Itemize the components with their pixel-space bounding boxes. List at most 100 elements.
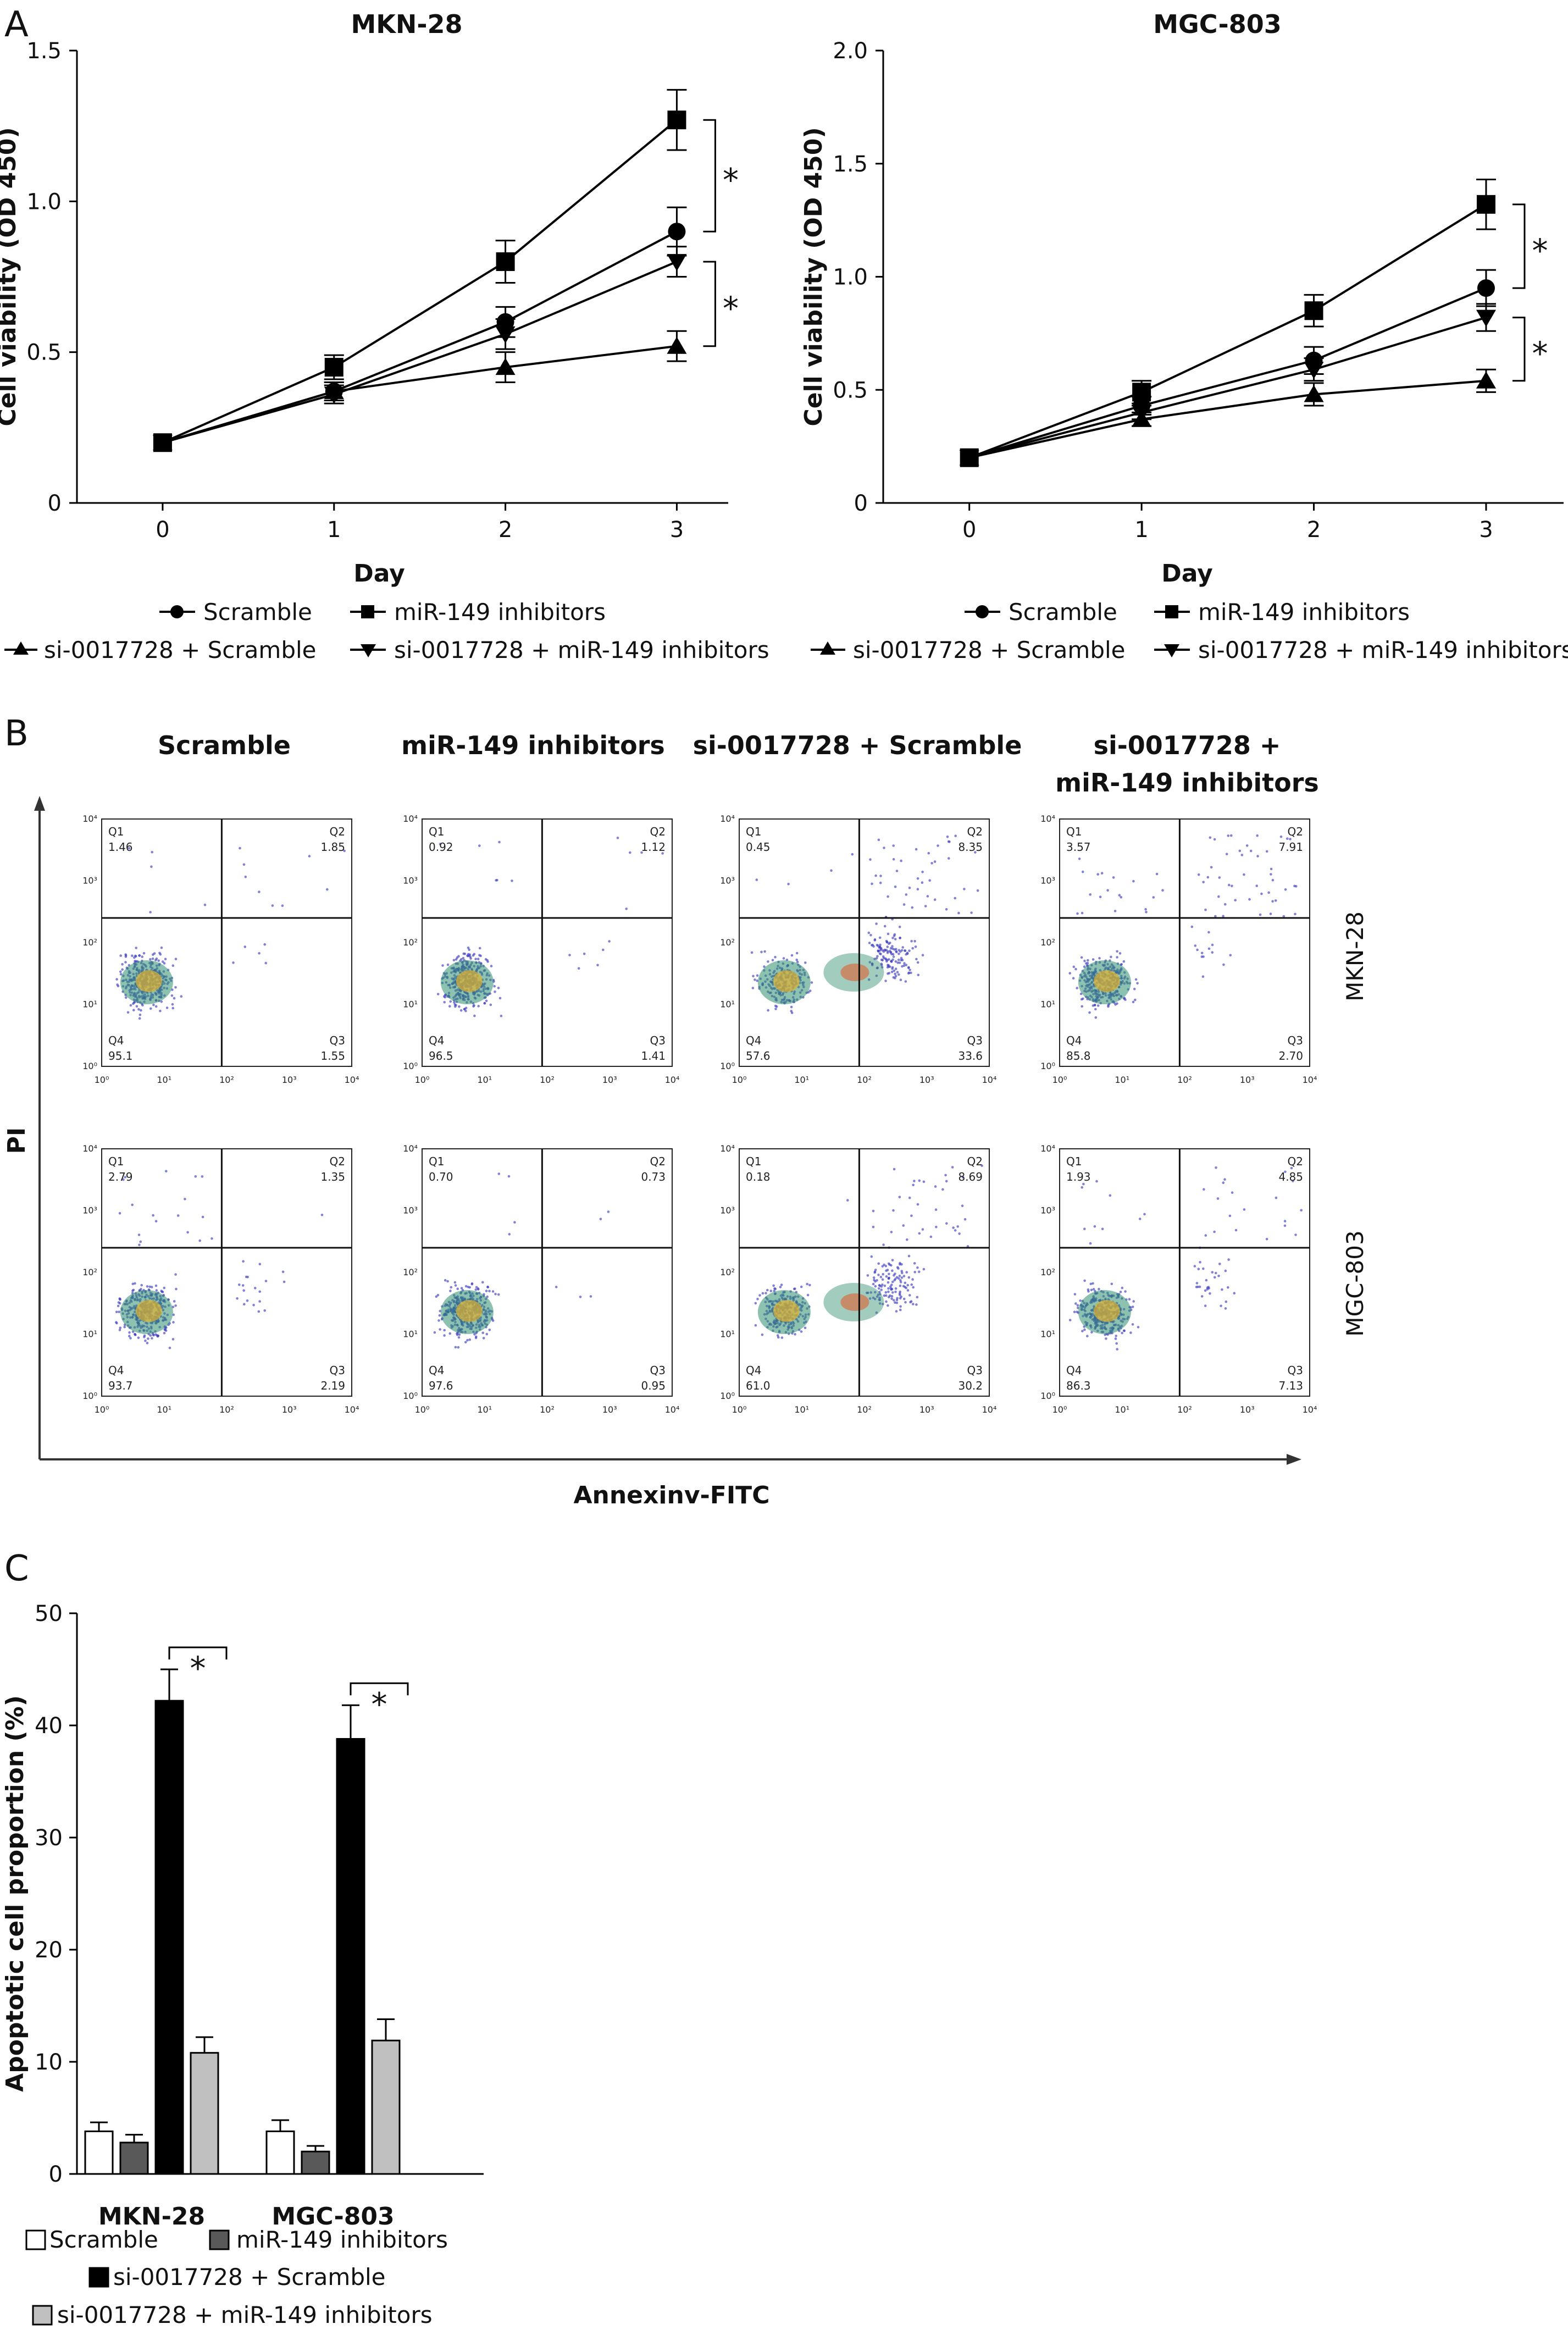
flow-event-dot xyxy=(149,911,152,914)
flow-event-dot xyxy=(449,1000,452,1003)
flow-event-dot xyxy=(140,1283,143,1287)
flow-event-dot xyxy=(775,1005,778,1008)
flow-event-dot xyxy=(907,966,910,969)
flow-event-dot xyxy=(879,1275,883,1279)
flow-event-dot xyxy=(900,956,903,960)
flow-event-dot xyxy=(937,844,939,847)
flow-event-dot xyxy=(875,957,878,960)
flow-event-dot xyxy=(882,1303,884,1305)
flow-x-tick-label: 10¹ xyxy=(1115,1075,1129,1085)
legend-label: si-0017728 + miR-149 inhibitors xyxy=(394,637,769,663)
flow-event-dot xyxy=(902,964,906,967)
flow-event-dot xyxy=(435,1295,438,1298)
flow-event-dot xyxy=(916,1296,919,1299)
flow-event-dot xyxy=(174,1273,177,1276)
y-tick-label: 10 xyxy=(35,2050,63,2075)
flow-event-dot xyxy=(1116,950,1118,953)
flow-density-core xyxy=(773,1300,800,1322)
series-line xyxy=(162,119,678,444)
flow-event-dot xyxy=(879,1293,882,1296)
flow-event-dot xyxy=(1206,1288,1209,1291)
flow-event-dot xyxy=(905,964,908,966)
quadrant-name: Q2 xyxy=(967,1155,983,1168)
flow-event-dot xyxy=(869,934,872,937)
flow-event-dot xyxy=(583,953,586,955)
flow-event-dot xyxy=(867,978,871,981)
flow-event-dot xyxy=(934,1185,937,1188)
flow-plot-frame xyxy=(101,818,352,1067)
flow-event-dot xyxy=(124,954,128,957)
flow-event-dot xyxy=(882,950,885,953)
flow-event-dot xyxy=(132,1002,135,1005)
flow-x-tick-label: 10¹ xyxy=(794,1075,809,1085)
legend-item-si-scramble: si-0017728 + Scramble xyxy=(4,637,317,663)
flow-event-dot xyxy=(1081,1186,1083,1189)
flow-event-dot xyxy=(1128,1298,1131,1301)
x-axis-label: Day xyxy=(353,560,405,588)
flow-event-dot xyxy=(1116,956,1118,959)
flow-plot: 10⁰ 10⁰ 10¹ 10¹ 10² 10² 10³ 10³ 10⁴ 10⁴ Q1 0.92 Q2 1.… xyxy=(403,814,679,1085)
quadrant-value: 61.0 xyxy=(746,1379,771,1392)
flow-event-dot xyxy=(1215,1271,1217,1275)
marker-square xyxy=(1132,383,1151,402)
flow-event-dot xyxy=(1217,895,1220,898)
flow-event-dot xyxy=(149,958,152,961)
flow-event-dot xyxy=(934,1208,938,1211)
flow-event-dot xyxy=(201,1175,204,1178)
flow-event-dot xyxy=(119,973,123,976)
flow-event-dot xyxy=(485,1290,488,1292)
flow-density-core xyxy=(1093,1300,1120,1322)
flow-event-dot xyxy=(1248,898,1251,901)
flow-y-tick-label: 10³ xyxy=(1040,1205,1055,1216)
flow-event-dot xyxy=(1275,1196,1278,1199)
flow-event-dot xyxy=(134,1332,136,1336)
flow-event-dot xyxy=(454,1284,457,1287)
flow-event-dot xyxy=(464,1285,468,1288)
flow-event-dot xyxy=(1083,1227,1086,1230)
flow-event-dot xyxy=(963,1218,967,1221)
flow-event-dot xyxy=(888,972,891,975)
flow-y-axis-label: PI xyxy=(3,1127,31,1154)
flow-event-dot xyxy=(875,974,878,977)
flow-event-dot xyxy=(152,1003,155,1006)
flow-x-tick-label: 10⁰ xyxy=(415,1075,430,1085)
flow-event-dot xyxy=(954,897,956,900)
flow-event-dot xyxy=(1095,1180,1098,1183)
flow-event-dot xyxy=(454,1346,457,1349)
flow-event-dot xyxy=(851,853,854,856)
flow-event-dot xyxy=(753,978,756,981)
flow-event-dot xyxy=(1294,1233,1297,1236)
flow-event-dot xyxy=(149,1334,152,1337)
flow-event-dot xyxy=(1207,947,1211,950)
flow-event-dot xyxy=(1124,1290,1127,1293)
flow-event-dot xyxy=(769,1290,772,1292)
flow-event-dot xyxy=(913,1262,916,1265)
flow-event-dot xyxy=(873,958,876,960)
flow-event-dot xyxy=(443,1329,446,1332)
flow-event-dot xyxy=(1110,1282,1113,1286)
flow-event-dot xyxy=(258,1263,262,1265)
flow-event-dot xyxy=(1143,1213,1146,1216)
flow-event-dot xyxy=(455,1004,457,1007)
flow-event-dot xyxy=(1221,1288,1223,1291)
flow-event-dot xyxy=(886,1304,889,1307)
flow-event-dot xyxy=(1077,1307,1079,1309)
flow-event-dot xyxy=(616,837,619,839)
flow-event-dot xyxy=(780,1283,783,1286)
flow-event-dot xyxy=(172,1321,175,1324)
flow-event-dot xyxy=(263,943,267,946)
flow-event-dot xyxy=(1073,1293,1077,1296)
flow-event-dot xyxy=(871,882,873,886)
flow-event-dot xyxy=(478,947,481,950)
flow-event-dot xyxy=(902,1224,905,1227)
marker-square xyxy=(496,252,515,272)
flow-y-tick-label: 10¹ xyxy=(720,999,735,1010)
flow-event-dot xyxy=(1078,857,1081,860)
flow-event-dot xyxy=(271,904,274,907)
flow-event-dot xyxy=(773,1287,776,1290)
flow-event-dot xyxy=(884,1265,888,1268)
flow-event-dot xyxy=(885,1275,888,1278)
flow-event-dot xyxy=(148,1285,152,1288)
flow-event-dot xyxy=(922,1180,926,1183)
flow-event-dot xyxy=(124,996,128,999)
